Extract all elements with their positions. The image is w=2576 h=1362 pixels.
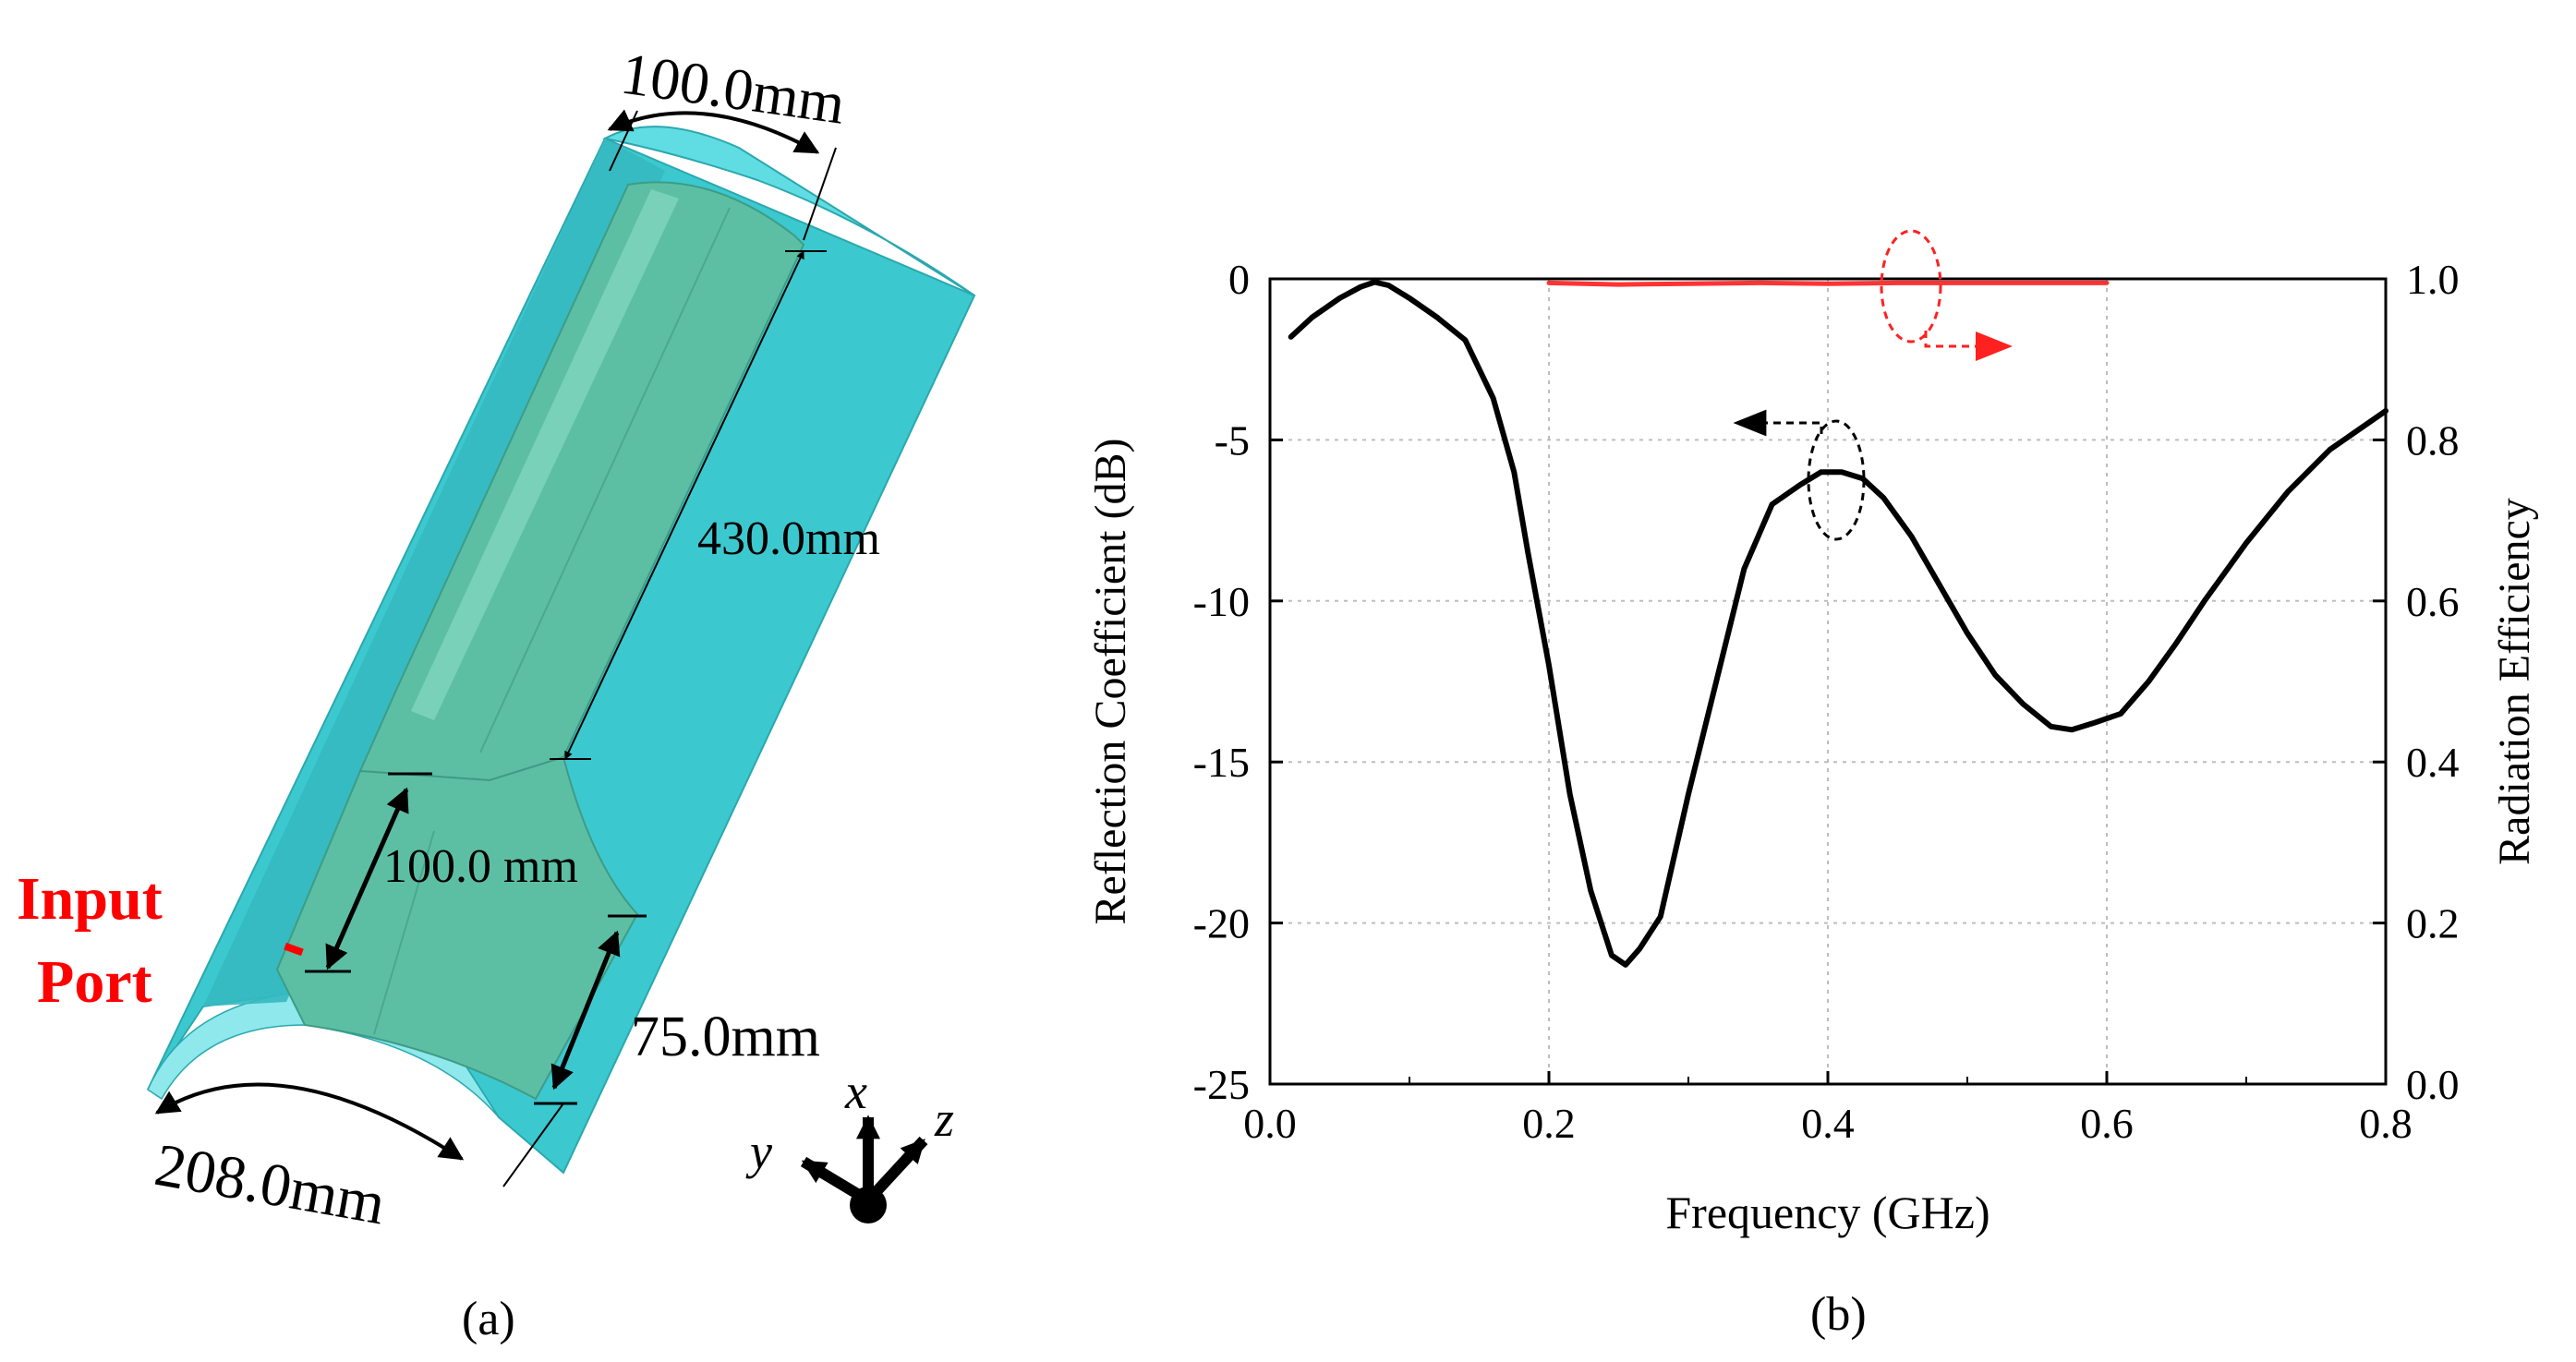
dim-feed-label: 100.0 mm xyxy=(383,840,578,893)
dim-top-ext-left xyxy=(609,110,638,172)
dim-length-label: 430.0mm xyxy=(697,512,880,565)
chart-gridlines xyxy=(1270,279,2386,1084)
y-tick-label: -25 xyxy=(1193,1061,1250,1108)
reflection-annotation-ellipse xyxy=(1807,419,1866,541)
efficiency-annotation-arrow xyxy=(1924,331,2013,361)
dim-lower-line xyxy=(550,930,621,1091)
input-port-label-line1: Input xyxy=(17,865,163,933)
dim-bottom-width-arc xyxy=(154,1082,465,1161)
y-tick-label: 0 xyxy=(1228,256,1250,303)
y2-tick-label: 0.0 xyxy=(2406,1061,2460,1108)
y-tick-label: -20 xyxy=(1193,900,1250,947)
reflection-coefficient-line xyxy=(1288,279,2389,968)
chart-series xyxy=(1288,279,2389,968)
y2-tick-label: 0.4 xyxy=(2406,739,2460,786)
antenna-model-panel: 100.0mm 430.0mm 100.0 mm 75.0mm 208.0mm … xyxy=(17,41,976,1345)
y-tick-label: -15 xyxy=(1193,739,1250,786)
axis-label-y: y xyxy=(745,1124,772,1179)
x-tick-label: 0.0 xyxy=(1243,1100,1297,1147)
y2-tick-label: 0.2 xyxy=(2406,900,2460,947)
y2-tick-label: 1.0 xyxy=(2406,256,2460,303)
panel-a-caption: (a) xyxy=(462,1293,515,1345)
x-tick-label: 0.6 xyxy=(2080,1100,2134,1147)
y-tick-label: -5 xyxy=(1215,416,1250,464)
input-port-label-line2: Port xyxy=(37,948,152,1016)
x-axis-label: Frequency (GHz) xyxy=(1665,1187,1989,1238)
dim-feed-line xyxy=(325,787,409,970)
panel-b-caption: (b) xyxy=(1810,1288,1867,1341)
x-tick-label: 0.2 xyxy=(1522,1100,1576,1147)
dim-top-ext-right xyxy=(803,147,837,241)
y2-tick-label: 0.6 xyxy=(2406,578,2460,625)
chart-panel: 0.0 0.2 0.4 0.6 0.8 0 -5 -10 -15 -20 -25 1.0 0.8 0.6 0… xyxy=(1086,229,2539,1341)
y-tick-label: -10 xyxy=(1193,578,1250,625)
coordinate-axes-icon: x y z xyxy=(745,1064,954,1223)
y2-tick-label: 0.8 xyxy=(2406,416,2460,464)
dim-bottom-ext-right xyxy=(502,1103,564,1187)
chart-ticks: 0.0 0.2 0.4 0.6 0.8 0 -5 -10 -15 -20 -25 1.0 0.8 0.6 0… xyxy=(1193,256,2460,1147)
efficiency-annotation-ellipse xyxy=(1880,229,1942,344)
x-tick-label: 0.4 xyxy=(1801,1100,1855,1147)
axis-label-x: x xyxy=(844,1064,867,1119)
axis-label-z: z xyxy=(934,1091,954,1147)
y2-axis-label: Radiation Efficiency xyxy=(2490,498,2539,865)
input-port-marker xyxy=(284,942,304,957)
dim-top-width-label: 100.0mm xyxy=(617,41,849,137)
dim-lower-label: 75.0mm xyxy=(631,1006,820,1068)
x-tick-label: 0.8 xyxy=(2359,1100,2413,1147)
reflection-annotation-arrow xyxy=(1733,409,1823,437)
dim-bottom-width-label: 208.0mm xyxy=(150,1131,390,1238)
dim-length-line xyxy=(564,250,804,760)
radiation-efficiency-line xyxy=(1546,280,2110,287)
y-axis-label: Reflection Coefficient (dB) xyxy=(1086,439,1135,925)
